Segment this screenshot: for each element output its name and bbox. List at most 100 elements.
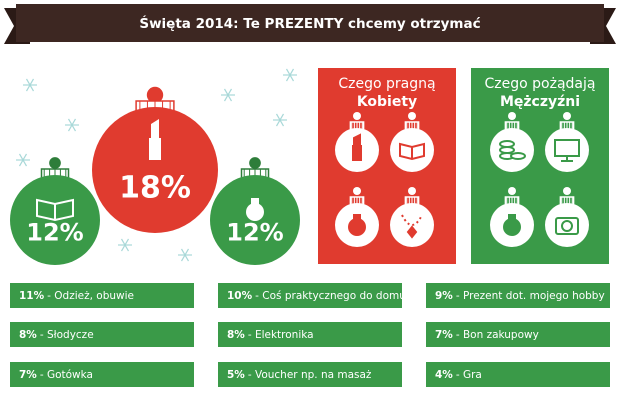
snowflake	[118, 238, 132, 252]
icon-part	[401, 214, 423, 226]
ornament-knob	[563, 187, 571, 195]
icon-book	[399, 142, 425, 161]
item-percent: 5%	[227, 369, 245, 381]
icon-part	[561, 220, 573, 232]
item-bar	[218, 283, 402, 308]
item-text: 7% - Gotówka	[19, 369, 93, 381]
icon-perfume	[348, 214, 366, 236]
ornament-knob	[49, 157, 61, 169]
snowflake-arm	[223, 88, 233, 102]
item-percent: 7%	[19, 369, 37, 381]
item-percent: 11%	[19, 290, 45, 302]
item-label: - Bon zakupowy	[456, 329, 539, 341]
ornament-knob	[353, 112, 361, 120]
icon-part	[406, 225, 418, 239]
snowflake-arm	[285, 68, 295, 82]
ornament-knob	[508, 112, 516, 120]
item-percent: 8%	[19, 329, 37, 341]
item-label: - Coś praktycznego do domu	[255, 290, 406, 302]
ornament-knob	[249, 157, 261, 169]
icon-part	[348, 218, 366, 236]
icon-part	[352, 145, 362, 161]
panel-title: Czego pożądają	[485, 76, 596, 92]
snowflake	[65, 118, 79, 132]
icon-lipstick-tip	[151, 119, 159, 138]
item-label: - Słodycze	[40, 329, 94, 341]
ornament-knob	[353, 187, 361, 195]
icon-coins	[499, 140, 526, 160]
icon-part	[499, 140, 515, 148]
item-text: 7% - Bon zakupowy	[435, 329, 539, 341]
snowflake	[16, 153, 30, 167]
item-percent: 8%	[227, 329, 245, 341]
icon-perfume-cap	[251, 198, 259, 204]
ornament-knob	[146, 86, 164, 104]
item-bar	[426, 283, 610, 308]
ornament-label: 12%	[26, 219, 83, 247]
ornament-body	[545, 203, 589, 247]
item-bar	[218, 362, 402, 387]
panel-subject: Mężczyźni	[500, 94, 580, 110]
item-text: 8% - Słodycze	[19, 329, 94, 341]
item-bar	[218, 322, 402, 347]
snowflake-arm	[67, 118, 77, 132]
icon-part	[508, 214, 516, 221]
icon-part	[503, 218, 521, 236]
item-percent: 9%	[435, 290, 453, 302]
item-text: 10% - Coś praktycznego do domu	[227, 290, 406, 302]
ornament-knob	[408, 187, 416, 195]
item-bar	[426, 362, 610, 387]
icon-necklace	[401, 214, 423, 239]
ornament-body	[390, 203, 434, 247]
snowflake	[178, 248, 192, 262]
panel-title: Czego pragną	[338, 76, 435, 92]
item-text: 8% - Elektronika	[227, 329, 314, 341]
item-bar	[10, 283, 194, 308]
item-percent: 10%	[227, 290, 253, 302]
item-label: - Gotówka	[40, 369, 93, 381]
item-bar	[10, 322, 194, 347]
ornament-label: 18%	[119, 170, 191, 205]
snowflake-arm	[120, 238, 130, 252]
snowflake	[283, 68, 297, 82]
item-text: 5% - Voucher np. na masaż	[227, 369, 372, 381]
icon-part	[353, 214, 361, 221]
icon-lipstick	[352, 133, 362, 161]
icon-lipstick	[149, 138, 161, 160]
icon-part	[555, 217, 579, 235]
icon-perfume	[503, 214, 521, 236]
icon-part	[353, 133, 361, 146]
item-label: - Voucher np. na masaż	[248, 369, 372, 381]
icon-part	[561, 156, 573, 162]
item-label: - Odzież, obuwie	[47, 290, 134, 302]
icon-part	[399, 142, 425, 161]
item-text: 9% - Prezent dot. mojego hobby	[435, 290, 605, 302]
snowflake	[221, 88, 235, 102]
panel-subject: Kobiety	[357, 94, 417, 110]
item-label: - Elektronika	[248, 329, 314, 341]
item-bar	[10, 362, 194, 387]
icon-book	[36, 198, 74, 222]
ornament-body	[545, 128, 589, 172]
icon-part	[510, 152, 526, 160]
snowflake-arm	[25, 78, 35, 92]
snowflake-arm	[275, 113, 285, 127]
icon-perfume	[246, 203, 264, 221]
ornament-body	[92, 107, 218, 233]
snowflake	[273, 113, 287, 127]
icon-monitor	[554, 139, 580, 162]
snowflake-arm	[180, 248, 190, 262]
snowflake-arm	[18, 153, 28, 167]
icon-camera	[555, 217, 579, 235]
ornament-knob	[408, 112, 416, 120]
item-label: - Prezent dot. mojego hobby	[456, 290, 605, 302]
ornament-label: 12%	[226, 219, 283, 247]
item-label: - Gra	[456, 369, 482, 381]
ornament-knob	[508, 187, 516, 195]
header-banner	[16, 4, 604, 42]
snowflake	[23, 78, 37, 92]
ornament-knob	[563, 112, 571, 120]
item-text: 4% - Gra	[435, 369, 482, 381]
